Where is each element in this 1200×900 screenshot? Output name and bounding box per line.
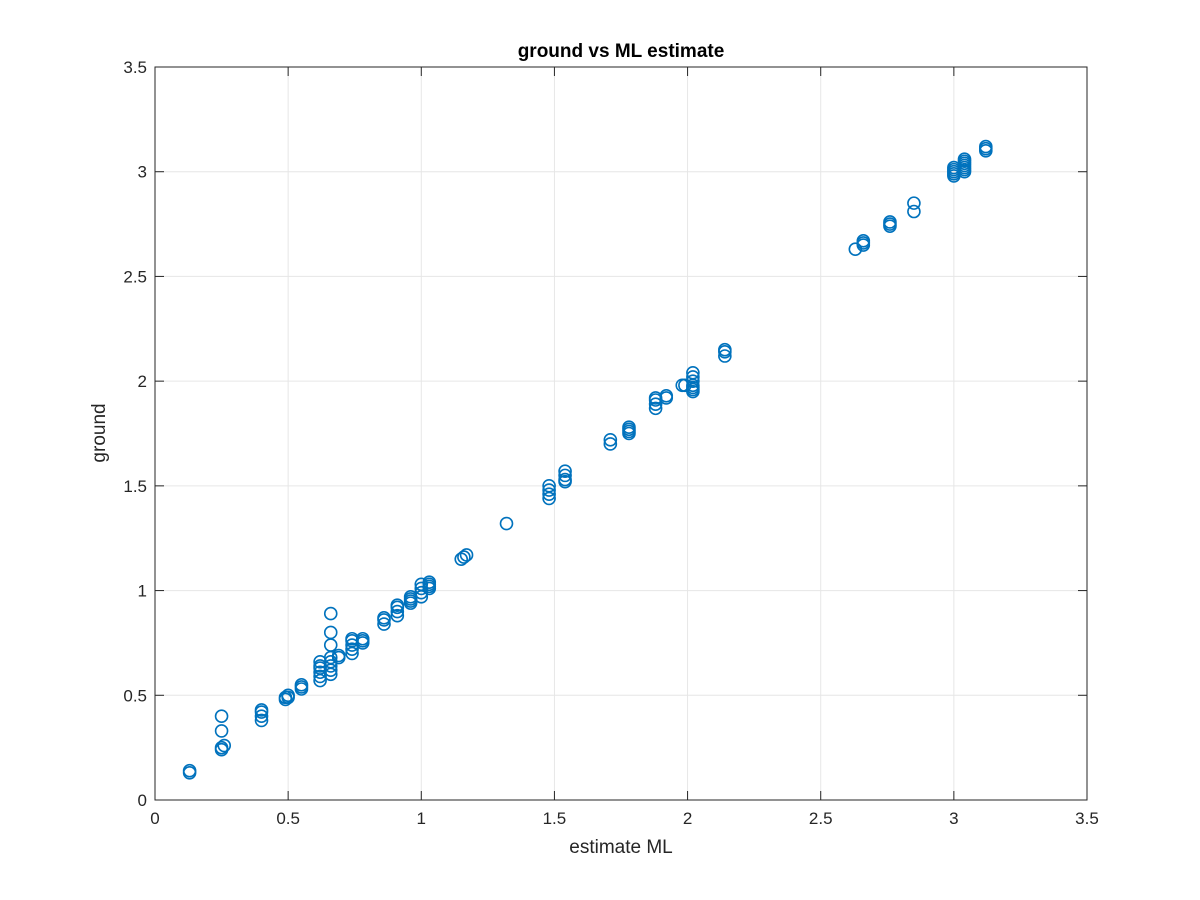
x-tick-label: 3.5 (1075, 809, 1099, 828)
data-point (254, 709, 269, 724)
chart-title: ground vs ML estimate (518, 41, 725, 62)
x-tick-label: 0 (150, 809, 159, 828)
data-point (390, 608, 405, 623)
data-point (718, 349, 732, 363)
y-tick-label: 2 (138, 372, 147, 391)
y-tick-label: 3.5 (123, 58, 147, 77)
data-point (294, 678, 309, 692)
data-point (355, 631, 370, 646)
data-point (686, 370, 700, 384)
data-point (313, 669, 327, 684)
y-tick-label: 0.5 (123, 686, 147, 705)
data-point (558, 464, 572, 478)
data-point (331, 648, 346, 663)
data-point (542, 483, 556, 497)
data-point (883, 215, 897, 229)
data-point (907, 204, 921, 219)
data-point (856, 234, 871, 248)
data-point (214, 740, 229, 755)
data-point (323, 625, 338, 640)
axis-ticks: 0 0.5 1 1.5 2 2.5 3 3.5 0 0.5 1 1.5 2 2.5 3 3.5 (123, 58, 1098, 828)
data-point (979, 139, 993, 154)
data-point (281, 688, 295, 703)
axes-box (154, 66, 1088, 801)
data-point (390, 598, 405, 613)
data-point (648, 401, 663, 416)
data-point (957, 152, 972, 166)
data-point (659, 389, 674, 403)
x-tick-label: 2 (683, 809, 692, 828)
data-point (323, 606, 338, 621)
data-point (345, 642, 359, 657)
data-point (603, 437, 618, 451)
data-point (686, 365, 700, 380)
data-point (323, 638, 338, 652)
data-point (377, 617, 391, 631)
data-point (278, 690, 293, 705)
data-point (390, 604, 405, 619)
x-tick-label: 2.5 (809, 809, 833, 828)
data-point (457, 550, 471, 564)
data-point (254, 713, 269, 728)
data-point (542, 487, 556, 502)
y-tick-label: 3 (138, 163, 147, 182)
x-tick-label: 1 (417, 809, 426, 828)
data-point (313, 665, 327, 680)
data-point (648, 391, 663, 405)
data-point (377, 610, 391, 625)
data-point (622, 420, 636, 435)
data-point (542, 479, 556, 493)
x-tick-label: 0.5 (276, 809, 300, 828)
data-point (214, 709, 229, 724)
data-point (648, 397, 663, 411)
data-point (182, 763, 197, 778)
data-point (422, 575, 437, 589)
data-point (686, 374, 700, 388)
data-point (254, 703, 269, 717)
x-tick-label: 3 (949, 809, 958, 828)
data-point (718, 342, 732, 357)
y-axis-label: ground (89, 403, 110, 462)
data-point (558, 468, 572, 483)
data-point (323, 659, 338, 673)
y-tick-label: 1 (138, 582, 147, 601)
data-point (558, 472, 572, 487)
grid-lines (154, 66, 1088, 801)
data-point (459, 548, 474, 562)
y-tick-label: 2.5 (123, 267, 147, 286)
data-point (907, 196, 921, 210)
y-tick-label: 1.5 (123, 477, 147, 496)
data-point (214, 724, 229, 738)
x-tick-label: 1.5 (543, 809, 567, 828)
data-point (414, 577, 429, 592)
x-axis-label: estimate ML (569, 837, 672, 858)
data-point (499, 516, 514, 531)
data-point (603, 432, 618, 447)
data-point (217, 738, 232, 753)
y-tick-label: 0 (138, 791, 147, 810)
data-points (182, 139, 993, 780)
